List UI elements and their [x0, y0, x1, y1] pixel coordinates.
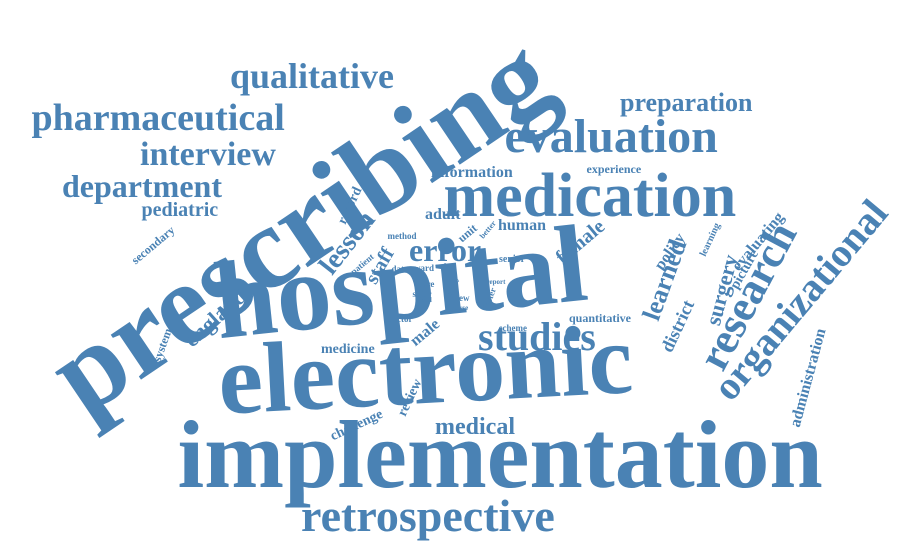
- word-medicine: medicine: [321, 342, 375, 357]
- word-department: department: [62, 168, 222, 204]
- word-error: error: [409, 232, 482, 268]
- word-medical: medical: [435, 414, 515, 440]
- word-retrospective: retrospective: [301, 490, 555, 541]
- word-studies: studies: [478, 314, 596, 359]
- word-data: data: [391, 263, 409, 274]
- word-medication: medication: [443, 162, 737, 230]
- word-experience: experience: [586, 162, 642, 176]
- word-food: food: [418, 295, 432, 304]
- word-order: order: [435, 261, 453, 270]
- word-senior: senior: [499, 254, 526, 265]
- word-view: view: [452, 292, 470, 303]
- word-interview: interview: [140, 136, 276, 173]
- word-information: information: [431, 164, 513, 181]
- word-implementation: implementation: [177, 401, 823, 508]
- word-preparation: preparation: [620, 88, 753, 117]
- word-method: method: [387, 230, 417, 241]
- word-ward: ward: [414, 262, 434, 273]
- word-doctor: doctor: [387, 313, 413, 324]
- word-pediatric: pediatric: [141, 199, 219, 221]
- word-pharmaceutical: pharmaceutical: [31, 97, 285, 139]
- word-safer: safer: [412, 288, 432, 299]
- word-evaluation: evaluation: [504, 110, 718, 163]
- word-care: care: [418, 278, 435, 289]
- word-quantitative: quantitative: [569, 311, 632, 325]
- word-nurse: nurse: [451, 303, 469, 312]
- word-scheme: scheme: [499, 322, 527, 333]
- word-human: human: [498, 217, 547, 234]
- word-adult: adult: [425, 206, 461, 223]
- word-qualitative: qualitative: [230, 56, 395, 96]
- word-report: report: [486, 277, 506, 286]
